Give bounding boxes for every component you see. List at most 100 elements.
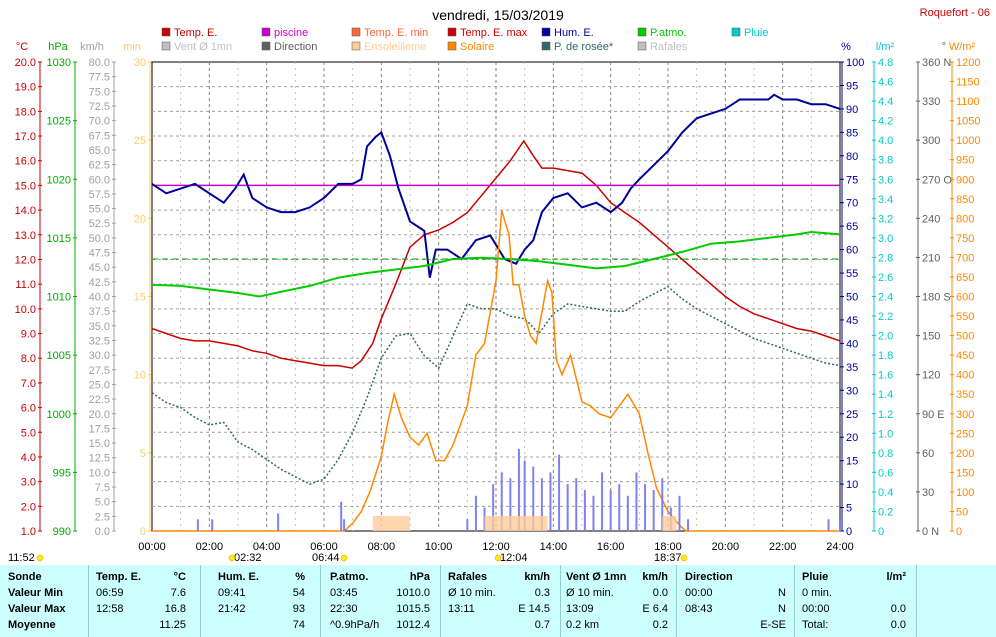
axis-tick-label: 75.0 (89, 86, 110, 98)
axis-tick-label: 2.0 (878, 331, 893, 343)
axis-tick-label: 750 (956, 233, 974, 245)
axis-tick-label: 35.0 (89, 321, 110, 333)
axis-tick-label: 30 (134, 57, 146, 69)
axis-tick-label: 15 (846, 456, 858, 468)
axis-tick-label: 700 (956, 252, 974, 264)
x-tick-label: 12:00 (482, 541, 510, 553)
stats-cell: P.atmo. (330, 571, 369, 583)
legend-swatch (261, 27, 271, 37)
axis-tick-label: 15 (134, 292, 146, 304)
axis-unit-label: l/m² (876, 41, 895, 53)
legend-label: Ensoleilleme (364, 41, 426, 53)
axis-tick-label: 57.5 (89, 189, 110, 201)
axis-tick-label: 0 (956, 526, 962, 538)
stats-cell: 0.0 (890, 619, 906, 631)
stats-cell: 13:11 (448, 603, 475, 615)
axis-tick-label: 3.2 (878, 213, 893, 225)
legend-swatch (541, 41, 551, 51)
stats-row: Moyenne 11.25 74 ^0.9hPa/h 1012.4 0.7 0.2 km 0.… (0, 619, 996, 635)
axis-tick-label: 8.0 (21, 353, 36, 365)
stats-cell: Ø 10 min. (448, 587, 496, 599)
stats-cell: Rafales (448, 571, 488, 583)
axis-tick-label: 330 (922, 96, 940, 108)
axis-tick-label: 3.0 (878, 233, 893, 245)
legend-swatch (731, 27, 741, 37)
stats-cell: Direction (685, 571, 733, 583)
stats-cell: 21:42 (218, 603, 246, 615)
axis-tick-label: 35 (846, 362, 858, 374)
stats-cell: 08:43 (685, 603, 713, 615)
chart-title: vendredi, 15/03/2019 (432, 7, 564, 23)
axis-tick-label: 995 (53, 467, 71, 479)
axis-tick-label: 12.0 (15, 254, 36, 266)
stats-table: Sonde Temp. E. °C Hum. E.% P.atmo. hPa Rafales… (0, 565, 996, 637)
axis-tick-label: 27.5 (89, 365, 110, 377)
axis-tick-label: 300 (956, 409, 974, 421)
stats-cell: E-SE (760, 619, 786, 631)
axis-tick-label: 500 (956, 331, 974, 343)
axis-tick-label: 16.0 (15, 156, 36, 168)
stats-cell: 0.7 (534, 619, 550, 631)
stats-divider (560, 565, 561, 637)
x-tick-label: 16:00 (597, 541, 625, 553)
legend-label: Direction (274, 41, 317, 53)
axis-tick-label: 75 (846, 174, 858, 186)
axis-unit-label: % (841, 41, 851, 53)
axis-tick-label: 5.0 (21, 427, 36, 439)
axis-tick-label: 650 (956, 272, 974, 284)
axis-tick-label: 0.2 (878, 506, 893, 518)
sun-marker-icon (228, 554, 236, 562)
sunshine-block (662, 516, 677, 531)
axis-tick-label: 3.6 (878, 174, 893, 186)
stats-divider (794, 565, 795, 637)
axis-tick-label: 850 (956, 194, 974, 206)
axis-tick-label: 400 (956, 370, 974, 382)
axis-tick-label: 25.0 (89, 379, 110, 391)
axis-tick-label: 77.5 (89, 72, 110, 84)
legend-label: Hum. E. (554, 27, 594, 39)
stats-cell: hPa (409, 571, 430, 583)
axis-unit-label: hPa (48, 41, 68, 53)
legend-label: Vent Ø 1mn (174, 41, 232, 53)
axis-tick-label: 65.0 (89, 145, 110, 157)
axis-tick-label: 2.6 (878, 272, 893, 284)
stats-divider (676, 565, 677, 637)
axis-tick-label: 72.5 (89, 101, 110, 113)
stats-divider (200, 565, 201, 637)
axis-tick-label: 10.0 (15, 304, 36, 316)
axis-tick-label: 1.4 (878, 389, 893, 401)
axis-tick-label: 5.0 (95, 497, 110, 509)
series-line (151, 230, 841, 298)
stats-cell: 1015.5 (396, 603, 430, 615)
axis-tick-label: 50 (956, 506, 968, 518)
stats-cell: Hum. E. (218, 571, 259, 583)
axis-tick-label: 0 (140, 526, 146, 538)
stats-cell: °C (173, 571, 186, 583)
axis-tick-label: 70 (846, 198, 858, 210)
legend-swatch (637, 27, 647, 37)
axis-tick-label: 45 (846, 315, 858, 327)
sunshine-block (372, 516, 410, 531)
legend-label: Solaire (460, 41, 494, 53)
stats-cell: 11.25 (159, 619, 186, 631)
axis-tick-label: 90 (846, 104, 858, 116)
axis-tick-label: 2.8 (878, 252, 893, 264)
time-marker-label: 06:44 (312, 552, 340, 564)
stats-cell: 16.8 (164, 603, 186, 615)
axis-tick-label: 1.0 (878, 428, 893, 440)
axis-tick-label: 19.0 (15, 82, 36, 94)
axis-unit-label: ° (942, 41, 946, 53)
axis-tick-label: 800 (956, 213, 974, 225)
axis-tick-label: 12.5 (89, 453, 110, 465)
stats-cell: E 6.4 (642, 603, 668, 615)
stats-cell: Valeur Min (8, 587, 64, 599)
legend-swatch (447, 27, 457, 37)
axis-tick-label: 950 (956, 155, 974, 167)
stats-cell: 06:59 (96, 587, 124, 599)
axis-tick-label: 47.5 (89, 248, 110, 260)
axis-tick-label: 900 (956, 174, 974, 186)
axis-tick-label: 150 (922, 331, 940, 343)
axis-tick-label: 3.8 (878, 155, 893, 167)
stats-cell: 00:00 (802, 603, 830, 615)
axis-tick-label: 80 (846, 151, 858, 163)
